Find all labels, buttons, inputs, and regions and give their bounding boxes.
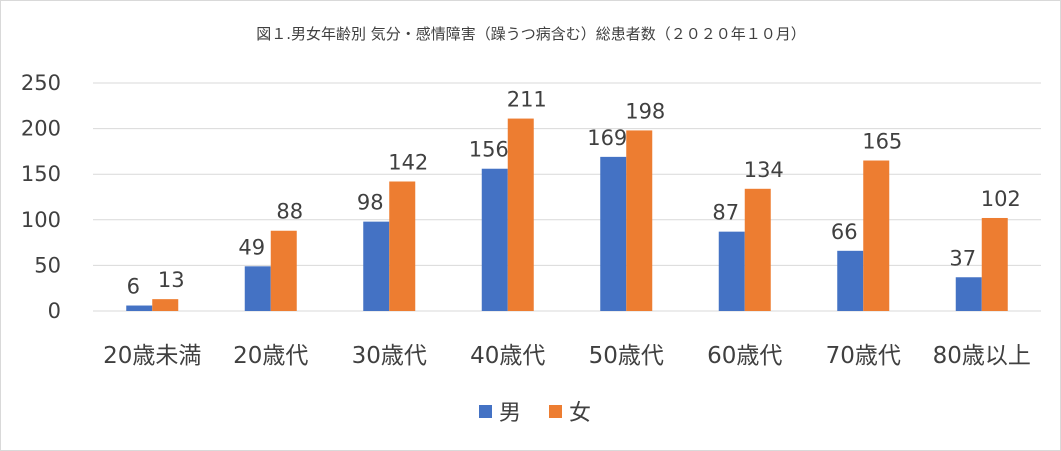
- data-label: 102: [981, 187, 1021, 211]
- data-label: 142: [388, 150, 428, 174]
- bar-female: [389, 181, 416, 311]
- bar-male: [363, 221, 390, 311]
- legend-swatch: [549, 405, 562, 418]
- legend-swatch: [479, 405, 492, 418]
- x-tick-label: 50歳代: [589, 343, 664, 369]
- bar-female: [863, 160, 890, 311]
- data-label: 13: [158, 268, 185, 292]
- x-tick-label: 20歳未満: [103, 343, 201, 369]
- bar-female: [981, 217, 1008, 311]
- x-axis: 20歳未満 20歳代 30歳代 40歳代 50歳代 60歳代 70歳代 80歳以上: [103, 343, 1031, 369]
- bar-female: [270, 230, 297, 311]
- bar-female: [152, 299, 179, 311]
- bar-female: [744, 188, 771, 311]
- data-label: 169: [587, 126, 627, 150]
- data-label: 165: [862, 130, 902, 154]
- legend-label: 女: [569, 401, 591, 426]
- bars: [126, 118, 1008, 312]
- y-tick-label: 150: [21, 162, 61, 186]
- data-label: 211: [507, 88, 547, 112]
- x-tick-label: 20歳代: [233, 343, 308, 369]
- bar-female: [507, 118, 534, 312]
- data-label: 98: [357, 191, 384, 215]
- data-label: 88: [276, 200, 303, 224]
- data-label: 37: [949, 246, 976, 270]
- data-label: 156: [469, 138, 509, 162]
- x-tick-label: 40歳代: [470, 343, 545, 369]
- bar-male: [600, 156, 627, 311]
- bar-female: [626, 130, 653, 311]
- data-label: 198: [625, 99, 665, 123]
- y-axis: 0 50 100 150 200 250: [21, 71, 61, 323]
- bar-male: [955, 277, 982, 311]
- bar-male: [481, 168, 508, 311]
- bar-male: [244, 266, 271, 311]
- bar-male: [126, 305, 153, 311]
- y-tick-label: 0: [48, 299, 61, 323]
- legend: 男女: [479, 401, 591, 426]
- bar-male: [718, 231, 745, 311]
- y-tick-label: 100: [21, 208, 61, 232]
- y-tick-label: 50: [34, 253, 61, 277]
- x-tick-label: 80歳以上: [933, 343, 1031, 369]
- data-label: 134: [744, 158, 784, 182]
- legend-label: 男: [499, 401, 521, 426]
- x-tick-label: 60歳代: [707, 343, 782, 369]
- data-label: 66: [831, 220, 858, 244]
- bar-male: [837, 250, 864, 311]
- x-tick-label: 30歳代: [352, 343, 427, 369]
- data-label: 6: [127, 275, 140, 299]
- chart-title: 図１.男女年齢別 気分・感情障害（躁うつ病含む）総患者数（２０２０年１０月）: [256, 25, 806, 43]
- y-tick-label: 250: [21, 71, 61, 95]
- y-tick-label: 200: [21, 117, 61, 141]
- x-tick-label: 70歳代: [826, 343, 901, 369]
- gridlines: [93, 82, 1041, 312]
- data-label: 49: [238, 235, 265, 259]
- data-label: 87: [712, 201, 739, 225]
